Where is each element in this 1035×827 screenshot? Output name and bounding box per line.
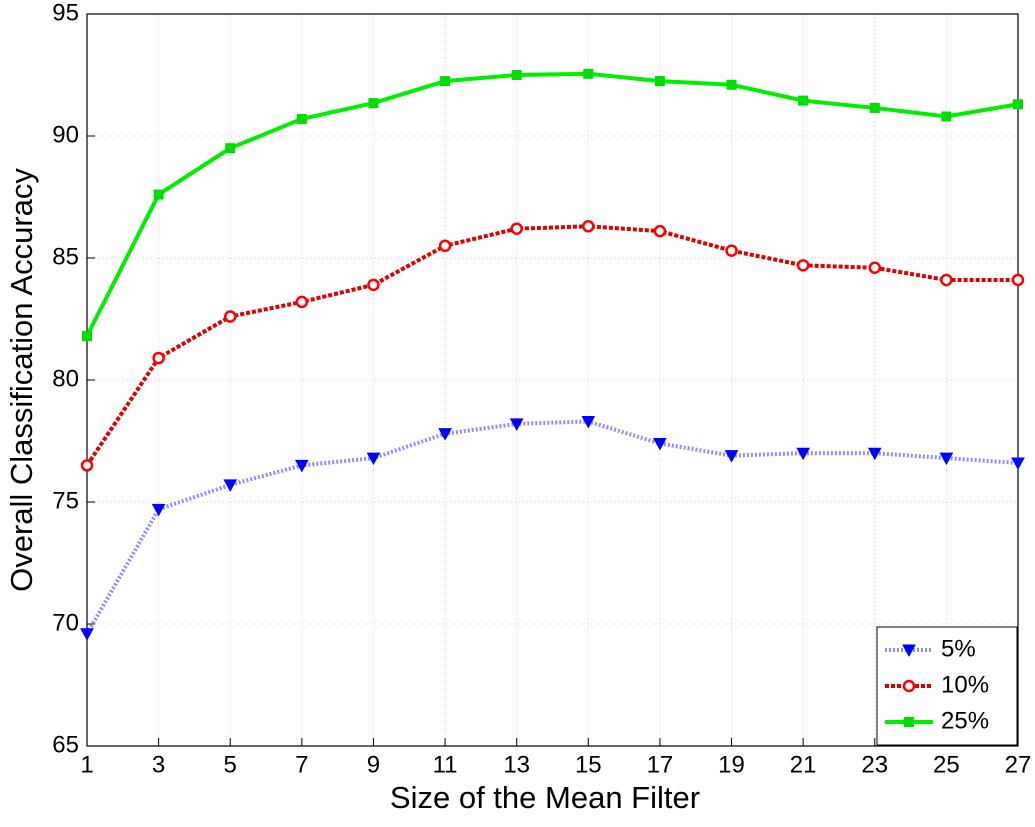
x-tick-label: 19 [718,751,745,778]
marker [82,331,92,342]
x-axis-label: Size of the Mean Filter [390,780,700,815]
x-tick-label: 3 [152,751,165,778]
series-line [85,224,1018,467]
marker [653,437,667,451]
marker [509,418,524,431]
x-tick-label: 9 [367,751,380,778]
marker [582,220,595,233]
marker [1013,99,1023,110]
x-tick-label: 17 [647,751,674,778]
marker [510,222,523,235]
marker [581,415,596,429]
marker [940,273,953,287]
marker [902,644,916,658]
y-axis-label: Overall Classification Accuracy [4,168,39,592]
marker [438,428,452,441]
marker [80,459,94,472]
marker [654,76,665,87]
marker [296,113,307,124]
y-tick-label: 75 [52,487,79,514]
y-tick-label: 80 [52,365,79,392]
series-line [85,71,1019,337]
marker [223,479,238,492]
marker [904,717,914,727]
x-tick-label: 23 [861,751,888,778]
x-tick-label: 1 [80,751,93,778]
marker [366,452,381,466]
x-tick-label: 25 [933,751,960,778]
y-tick-label: 65 [52,731,79,758]
marker [726,79,737,90]
series-line [85,419,1019,635]
x-tick-label: 27 [1005,751,1032,778]
marker [223,310,237,323]
marker [368,98,379,109]
legend-label: 10% [941,671,989,698]
x-tick-label: 5 [224,751,237,778]
marker [511,70,522,80]
marker [151,503,166,517]
marker [438,239,452,253]
marker [868,261,882,275]
marker [225,143,236,154]
marker [902,679,916,693]
y-tick-label: 70 [52,609,79,636]
marker [367,278,380,292]
marker [869,102,880,113]
marker [295,459,309,473]
marker [1011,273,1025,287]
marker [295,295,309,309]
marker [796,447,810,461]
marker [796,259,810,272]
y-tick-label: 90 [52,121,79,148]
y-tick-label: 85 [52,243,79,270]
marker [798,95,809,106]
y-tick-label: 95 [52,0,79,26]
x-tick-label: 15 [575,751,602,778]
x-tick-label: 11 [433,751,458,778]
marker [583,68,594,79]
marker [80,628,94,641]
legend: 5% 10% 25% [876,626,1018,746]
marker [725,244,738,257]
legend-label: 25% [941,707,989,734]
marker [724,450,739,463]
marker [153,189,164,200]
marker [941,111,952,122]
marker [152,351,165,365]
x-tick-label: 7 [295,751,308,778]
marker [440,76,451,87]
legend-label: 5% [941,635,976,662]
plot-frame [86,13,1019,747]
marker [867,447,882,461]
marker [939,452,954,466]
x-tick-label: 21 [790,751,817,778]
x-tick-label: 13 [503,751,530,778]
marker [1011,457,1025,471]
marker [653,224,667,238]
